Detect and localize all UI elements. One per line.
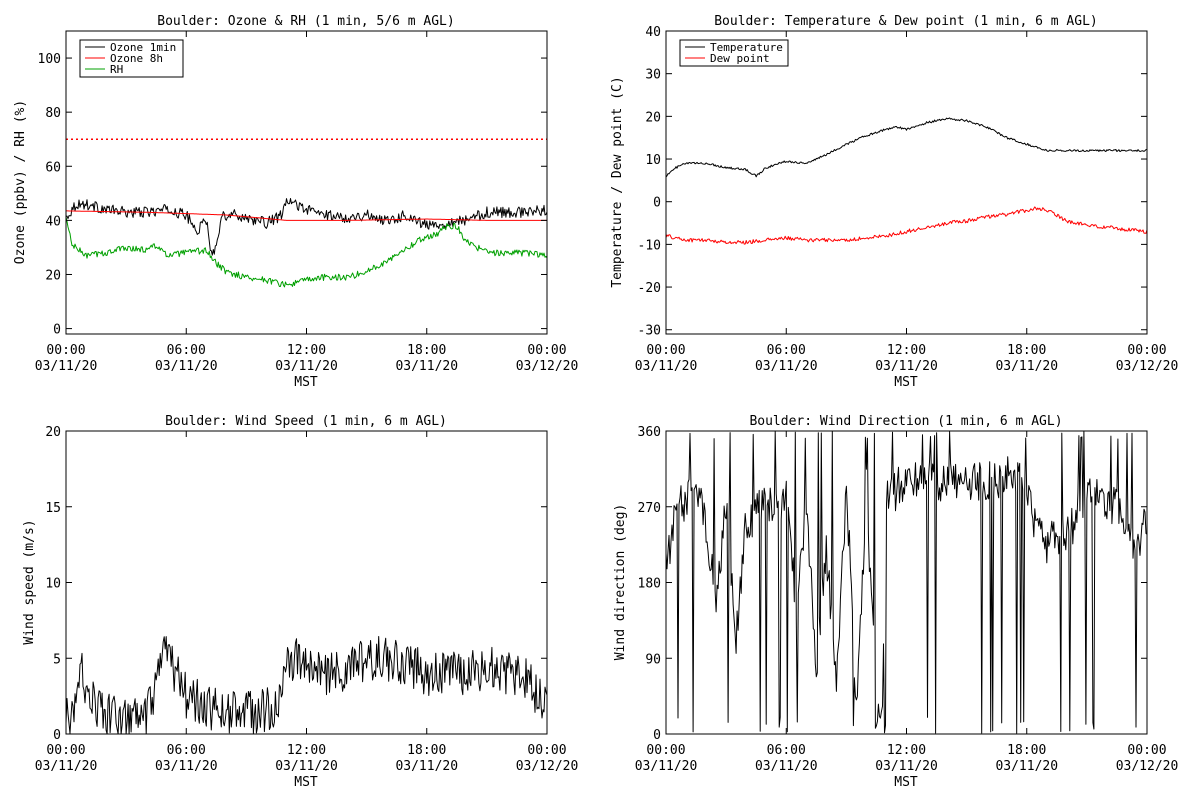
x-tick-label: 06:00 [167,343,206,358]
series-line [665,431,1148,734]
x-tick-label: 18:00 [407,343,446,358]
x-axis-label: MST [894,775,918,790]
x-tick-label-date: 03/11/20 [995,759,1058,774]
y-tick-label: 100 [38,52,61,67]
x-axis-label: MST [294,775,318,790]
x-tick-label: 00:00 [646,743,685,758]
x-tick-label-date: 03/11/20 [35,359,98,374]
x-tick-label-date: 03/11/20 [995,359,1058,374]
series-line [665,117,1148,178]
y-tick-label: 270 [638,501,661,516]
y-axis-label: Wind direction (deg) [613,504,628,661]
x-tick-label-date: 03/11/20 [35,759,98,774]
y-tick-label: 10 [645,153,661,168]
wind-speed-chart: Boulder: Wind Speed (1 min, 6 m AGL) Win… [22,414,578,790]
x-tick-label-date: 03/11/20 [635,759,698,774]
temperature-dewpoint-chart: Boulder: Temperature & Dew point (1 min,… [610,14,1178,390]
y-axis-label: Wind speed (m/s) [22,519,37,644]
y-tick-label: -30 [638,324,661,339]
x-tick-label: 06:00 [767,343,806,358]
x-tick-label: 00:00 [46,343,85,358]
y-axis-label: Ozone (ppbv) / RH (%) [13,100,28,264]
y-tick-label: 360 [638,425,661,440]
y-tick-label: -10 [638,238,661,253]
legend-label: Temperature [710,41,783,54]
x-tick-label-date: 03/11/20 [875,759,938,774]
y-tick-label: 0 [653,196,661,211]
x-tick-label-date: 03/11/20 [395,759,458,774]
x-axis-label: MST [294,375,318,390]
y-tick-label: 60 [45,160,61,175]
y-tick-label: 40 [45,214,61,229]
x-tick-label: 06:00 [767,743,806,758]
series-line [65,198,548,256]
x-tick-label-date: 03/11/20 [755,359,818,374]
x-tick-label-date: 03/11/20 [755,759,818,774]
y-tick-label: 10 [45,577,61,592]
x-tick-label: 18:00 [1007,343,1046,358]
y-tick-label: 180 [638,577,661,592]
x-tick-label: 12:00 [887,343,926,358]
legend-label: Ozone 1min [110,41,176,54]
series-line [65,216,548,288]
x-tick-label-date: 03/11/20 [875,359,938,374]
y-tick-label: 0 [53,728,61,743]
x-tick-label: 18:00 [1007,743,1046,758]
x-axis-label: MST [894,375,918,390]
x-tick-label-date: 03/11/20 [155,359,218,374]
y-tick-label: 5 [53,652,61,667]
x-tick-label: 00:00 [646,343,685,358]
legend-label: Dew point [710,52,770,65]
x-tick-label-date: 03/12/20 [516,759,579,774]
x-tick-label-date: 03/11/20 [395,359,458,374]
x-tick-label-date: 03/11/20 [275,759,338,774]
legend-label: Ozone 8h [110,52,163,65]
y-tick-label: 15 [45,501,61,516]
y-tick-label: 40 [645,25,661,40]
x-tick-label: 12:00 [287,743,326,758]
series-line [665,206,1148,245]
legend-box [679,39,789,67]
ozone-rh-chart: Boulder: Ozone & RH (1 min, 5/6 m AGL) O… [13,14,578,390]
y-tick-label: 80 [45,106,61,121]
y-tick-label: -20 [638,281,661,296]
series-line [66,210,547,221]
y-tick-label: 30 [645,68,661,83]
y-tick-label: 0 [653,728,661,743]
y-tick-label: 90 [645,652,661,667]
x-tick-label-date: 03/11/20 [155,759,218,774]
x-tick-label: 18:00 [407,743,446,758]
x-tick-label: 00:00 [1127,743,1166,758]
y-tick-label: 20 [645,110,661,125]
y-tick-label: 20 [45,268,61,283]
y-tick-label: 0 [53,323,61,338]
x-tick-label: 00:00 [1127,343,1166,358]
chart-title: Boulder: Temperature & Dew point (1 min,… [714,14,1098,29]
legend-label: RH [110,63,123,76]
x-tick-label-date: 03/11/20 [635,359,698,374]
chart-title: Boulder: Wind Direction (1 min, 6 m AGL) [749,414,1062,429]
x-tick-label: 00:00 [527,743,566,758]
x-tick-label: 00:00 [527,343,566,358]
x-tick-label-date: 03/11/20 [275,359,338,374]
x-tick-label: 00:00 [46,743,85,758]
x-tick-label: 12:00 [887,743,926,758]
chart-title: Boulder: Wind Speed (1 min, 6 m AGL) [165,414,447,429]
x-tick-label-date: 03/12/20 [516,359,579,374]
x-tick-label: 12:00 [287,343,326,358]
chart-title: Boulder: Ozone & RH (1 min, 5/6 m AGL) [157,14,454,29]
y-axis-label: Temperature / Dew point (C) [610,76,625,287]
x-tick-label-date: 03/12/20 [1116,359,1179,374]
x-tick-label: 06:00 [167,743,206,758]
x-tick-label-date: 03/12/20 [1116,759,1179,774]
y-tick-label: 20 [45,425,61,440]
wind-direction-chart: Boulder: Wind Direction (1 min, 6 m AGL)… [613,414,1178,790]
